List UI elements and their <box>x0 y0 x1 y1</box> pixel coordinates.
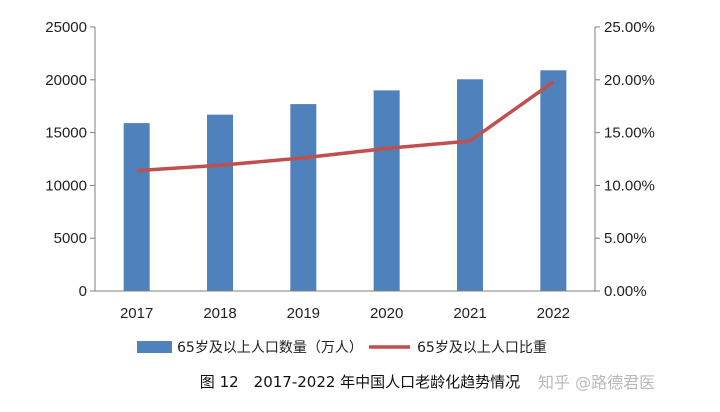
left-tick-label: 20000 <box>45 72 87 89</box>
left-tick-label: 15000 <box>45 125 87 142</box>
bar-series <box>123 70 567 292</box>
legend: 65岁及以上人口数量（万人） 65岁及以上人口比重 <box>137 340 547 356</box>
line-series <box>136 80 555 173</box>
bar-2018 <box>207 114 233 291</box>
x-tick-label: 2022 <box>537 305 570 322</box>
x-tick-label: 2021 <box>453 305 486 322</box>
x-axis-ticks: 2017 2018 2019 2020 2021 2022 <box>120 305 570 322</box>
x-tick-label: 2019 <box>287 305 320 322</box>
watermark: 知乎 @路德君医 <box>538 373 656 392</box>
x-tick-label: 2020 <box>370 305 403 322</box>
right-tick-label: 25.00% <box>604 19 655 36</box>
bar-2022 <box>540 70 567 292</box>
figure-caption: 图 12 2017-2022 年中国人口老龄化趋势情况 <box>199 373 521 391</box>
axes <box>94 27 596 292</box>
legend-swatch-bar <box>137 341 172 353</box>
right-tick-label: 20.00% <box>604 72 655 89</box>
right-tick-label: 5.00% <box>604 230 647 247</box>
right-tick-label: 0.00% <box>604 283 647 300</box>
right-tick-label: 15.00% <box>604 125 655 142</box>
right-tick-label: 10.00% <box>604 177 655 194</box>
bar-2017 <box>123 123 150 291</box>
legend-label-bar: 65岁及以上人口数量（万人） <box>177 340 363 356</box>
left-tick-label: 25000 <box>45 19 87 36</box>
left-tick-label: 0 <box>79 283 87 300</box>
left-tick-label: 10000 <box>45 177 87 194</box>
x-tick-label: 2017 <box>120 305 153 322</box>
x-tick-label: 2018 <box>203 305 236 322</box>
left-axis-ticks: 0 5000 10000 15000 20000 25000 <box>45 19 95 300</box>
right-axis-ticks: 0.00% 5.00% 10.00% 15.00% 20.00% 25.00% <box>595 19 655 300</box>
left-tick-label: 5000 <box>54 230 87 247</box>
legend-label-line: 65岁及以上人口比重 <box>417 340 547 356</box>
line-ratio <box>136 80 555 173</box>
bar-2021 <box>457 79 483 291</box>
bar-2020 <box>373 90 400 291</box>
bar-2019 <box>290 104 317 291</box>
